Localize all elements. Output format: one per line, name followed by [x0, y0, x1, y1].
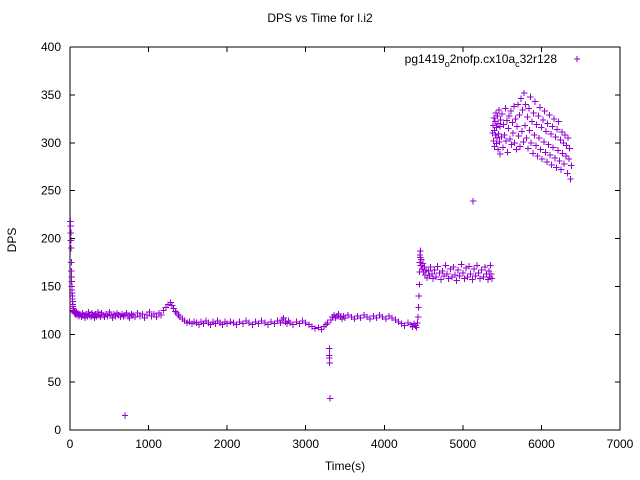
x-tick-label: 2000	[214, 437, 241, 451]
y-tick-label: 100	[41, 327, 61, 341]
legend-series-label: pg1419o2nofp.cx10ac32r128	[405, 52, 558, 69]
data-point-markers	[67, 89, 575, 419]
x-tick-label: 6000	[528, 437, 555, 451]
y-tick-label: 250	[41, 184, 61, 198]
legend: pg1419o2nofp.cx10ac32r128	[405, 52, 581, 69]
plot-frame-border	[69, 46, 621, 431]
chart-title: DPS vs Time for l.i2	[267, 11, 373, 25]
y-tick-label: 350	[41, 88, 61, 102]
y-tick-label: 0	[54, 423, 61, 437]
x-tick-label: 5000	[450, 437, 477, 451]
y-tick-label: 50	[48, 375, 62, 389]
y-tick-label: 200	[41, 232, 61, 246]
legend-marker-plus-icon	[573, 55, 581, 63]
x-axis-title: Time(s)	[325, 459, 365, 473]
x-tick-label: 7000	[607, 437, 634, 451]
x-tick-label: 3000	[292, 437, 319, 451]
y-tick-label: 300	[41, 136, 61, 150]
y-axis-title: DPS	[5, 228, 19, 253]
y-tick-label: 150	[41, 279, 61, 293]
x-tick-label: 0	[67, 437, 74, 451]
x-tick-label: 1000	[135, 437, 162, 451]
y-axis-tick-labels: 0 50 100 150 200 250 300 350 400	[41, 40, 61, 437]
x-axis-tick-labels: 0 1000 2000 3000 4000 5000 6000 7000	[67, 437, 634, 451]
y-tick-label: 400	[41, 40, 61, 54]
axis-tick-marks	[69, 46, 621, 431]
x-tick-label: 4000	[371, 437, 398, 451]
